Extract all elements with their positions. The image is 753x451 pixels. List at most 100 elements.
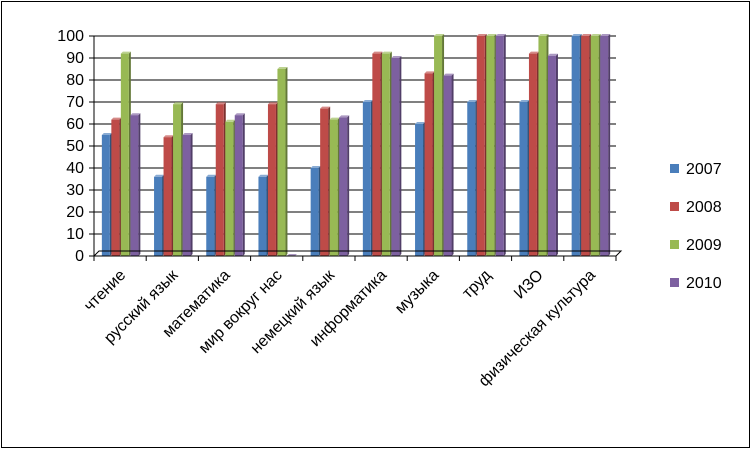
bar <box>234 113 245 256</box>
bar-front <box>547 55 556 256</box>
bar-front <box>339 117 348 257</box>
bar-front <box>519 102 528 256</box>
bar <box>215 102 226 256</box>
y-tick-label: 70 <box>66 94 84 111</box>
bar-front <box>310 168 319 256</box>
y-tick-label: 30 <box>66 182 84 199</box>
y-tick-label: 20 <box>66 204 84 221</box>
bar-front <box>225 121 234 256</box>
bar-front <box>571 36 580 256</box>
bar <box>329 117 340 256</box>
bar <box>130 113 141 256</box>
bar-front <box>538 36 547 256</box>
legend-label: 2010 <box>686 275 722 292</box>
bar-front <box>111 119 120 256</box>
bar <box>381 51 392 256</box>
bar-front <box>600 36 609 256</box>
bar <box>320 106 331 256</box>
legend-item: 2009 <box>670 237 722 254</box>
y-tick-label: 50 <box>66 138 84 155</box>
bar <box>443 73 454 256</box>
bar <box>467 100 478 256</box>
bar <box>206 174 217 256</box>
legend-item: 2007 <box>670 161 722 178</box>
bar <box>538 34 549 256</box>
bar <box>154 174 165 256</box>
bar-front <box>206 176 215 256</box>
bar <box>571 34 582 256</box>
bar-front <box>182 135 191 256</box>
bar-front <box>381 53 390 256</box>
bar-front <box>528 53 537 256</box>
y-tick-label: 60 <box>66 116 84 133</box>
bar-front <box>362 102 371 256</box>
bar <box>434 34 445 256</box>
floor-edge <box>93 250 623 257</box>
y-tick-label: 100 <box>57 28 84 45</box>
y-tick-label: 80 <box>66 72 84 89</box>
bar <box>362 100 373 256</box>
bar <box>476 34 487 256</box>
y-tick-label: 40 <box>66 160 84 177</box>
legend-label: 2009 <box>686 237 722 254</box>
bar-front <box>443 75 452 256</box>
bar-front <box>234 115 243 256</box>
bar <box>163 135 174 256</box>
bar-front <box>434 36 443 256</box>
bar <box>495 34 506 256</box>
bar-front <box>320 108 329 256</box>
legend-swatch <box>670 164 679 173</box>
bar-front <box>154 176 163 256</box>
bar-front <box>495 36 504 256</box>
bar <box>372 51 383 256</box>
bar-front <box>120 53 129 256</box>
bar <box>486 34 497 256</box>
legend-swatch <box>670 202 679 211</box>
bar <box>528 51 539 256</box>
bar-front <box>130 115 139 256</box>
bar <box>547 53 558 256</box>
bar-front <box>391 58 400 256</box>
bar <box>258 174 269 256</box>
bar <box>590 34 601 256</box>
y-tick-labels: 0 10 20 30 40 50 60 70 80 90 100 <box>57 28 84 265</box>
bar <box>339 115 350 257</box>
x-category-label: труд <box>459 266 495 302</box>
bar-front <box>267 104 276 256</box>
y-tick-label: 90 <box>66 50 84 67</box>
axes <box>89 35 623 261</box>
bar <box>519 100 530 256</box>
y-tick-label: 0 <box>75 248 84 265</box>
legend-label: 2008 <box>686 199 722 216</box>
bar <box>277 67 288 256</box>
bar-front <box>581 36 590 256</box>
x-category-label: чтение <box>81 267 129 315</box>
bar-front <box>590 36 599 256</box>
bar-front <box>476 36 485 256</box>
bar-front <box>258 176 267 256</box>
bars <box>101 34 611 257</box>
legend-label: 2007 <box>686 161 722 178</box>
bar <box>310 166 321 256</box>
bar-front <box>486 36 495 256</box>
x-category-label: музыка <box>392 267 442 317</box>
bar <box>182 133 193 256</box>
y-tick-label: 10 <box>66 226 84 243</box>
legend-swatch <box>670 278 679 287</box>
bar <box>581 34 592 256</box>
bar-front <box>173 104 182 256</box>
bar-front <box>277 69 286 256</box>
legend-item: 2010 <box>670 275 722 292</box>
legend: 2007 2008 2009 2010 <box>670 161 722 292</box>
bar <box>600 34 611 256</box>
bar-front <box>415 124 424 256</box>
bar <box>173 102 184 256</box>
x-category-label: ИЗО <box>511 267 547 303</box>
bar-front <box>163 137 172 256</box>
legend-swatch <box>670 240 679 249</box>
bar <box>424 71 435 257</box>
bar <box>391 56 402 256</box>
